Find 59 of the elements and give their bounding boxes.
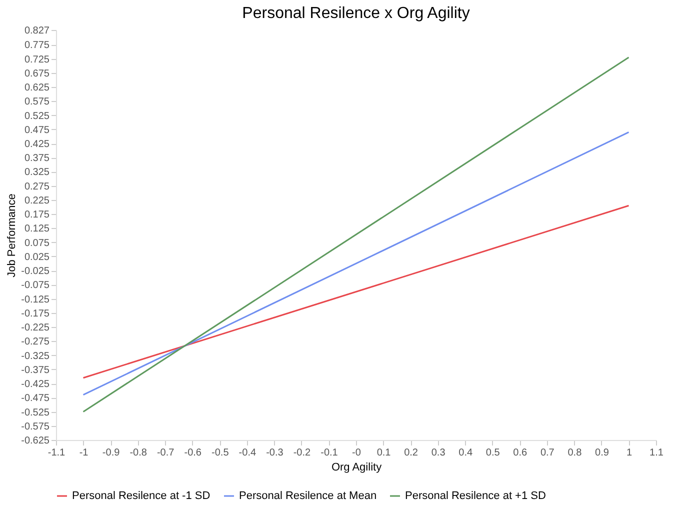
y-tick-label: 0.525 [24, 110, 50, 122]
y-tick-label: 0.625 [24, 82, 50, 94]
y-tick-label: 0.675 [24, 68, 50, 80]
y-tick-label: 0.475 [24, 124, 50, 136]
y-tick-label: 0.125 [24, 224, 50, 235]
x-tick-label: 0.3 [431, 448, 446, 458]
x-tick-label: 0.8 [568, 448, 582, 458]
x-tick-label: -0.3 [266, 448, 284, 458]
x-tick-label: -0.5 [212, 448, 230, 458]
y-tick-label: 0.025 [24, 252, 50, 263]
x-tick-label: 1.1 [650, 448, 664, 458]
x-tick-label: -0.7 [156, 448, 175, 458]
x-tick-label: 0.9 [595, 448, 610, 458]
y-tick-label: -0.375 [21, 364, 50, 376]
x-tick-label: -0.6 [184, 448, 202, 458]
x-tick-label: -1 [79, 448, 89, 458]
y-tick-label: -0.175 [21, 308, 50, 320]
y-tick-label: 0.225 [24, 195, 50, 206]
y-tick-label: 0.575 [24, 96, 50, 108]
y-tick-label: 0.275 [24, 181, 50, 192]
y-tick-label: -0.275 [21, 336, 50, 348]
x-tick-label: 0.4 [458, 448, 473, 458]
x-tick-label: 0.5 [486, 448, 500, 458]
y-tick-label: -0.075 [21, 280, 50, 292]
y-axis-title: Job Performance [6, 194, 18, 278]
x-tick-label: -0.4 [238, 448, 256, 458]
y-tick-label: -0.625 [21, 436, 50, 446]
x-tick-label: -0.2 [293, 448, 312, 458]
chart-title: Personal Resilence x Org Agility [242, 5, 470, 22]
y-tick-label: -0.125 [21, 294, 50, 306]
y-tick-label: 0.775 [24, 40, 50, 52]
y-tick-label: 0.375 [24, 153, 50, 164]
x-tick-label: 0.2 [404, 448, 418, 458]
x-tick-label: 0.7 [540, 448, 555, 458]
x-tick-label: -0.8 [130, 448, 148, 458]
y-tick-label: -0.225 [21, 322, 50, 334]
y-tick-label: 0.725 [24, 54, 50, 66]
y-tick-label: -0.425 [21, 379, 50, 390]
y-tick-label: -0.475 [21, 393, 50, 404]
x-tick-label: 0.1 [376, 448, 392, 458]
x-tick-label: -1.1 [48, 448, 66, 458]
x-tick-label: -0 [352, 448, 362, 458]
y-tick-label: 0.175 [24, 210, 50, 221]
legend-label: Personal Resilence at +1 SD [405, 490, 546, 502]
y-tick-label: 0.075 [24, 238, 50, 249]
y-tick-label: 0.325 [24, 167, 50, 178]
y-tick-label: 0.827 [24, 26, 50, 36]
x-tick-label: -0.9 [102, 448, 120, 458]
legend-label: Personal Resilence at -1 SD [72, 490, 210, 502]
y-tick-label: -0.575 [21, 421, 50, 432]
x-tick-label: 1 [626, 448, 632, 458]
y-tick-label: -0.025 [21, 266, 50, 278]
y-tick-label: -0.525 [21, 407, 50, 418]
y-tick-label: 0.425 [24, 139, 50, 150]
x-axis-title: Org Agility [331, 462, 382, 474]
legend-label: Personal Resilence at Mean [239, 490, 377, 502]
x-tick-label: 0.6 [513, 448, 528, 458]
y-tick-label: -0.325 [21, 350, 50, 362]
x-tick-label: -0.1 [320, 448, 338, 458]
